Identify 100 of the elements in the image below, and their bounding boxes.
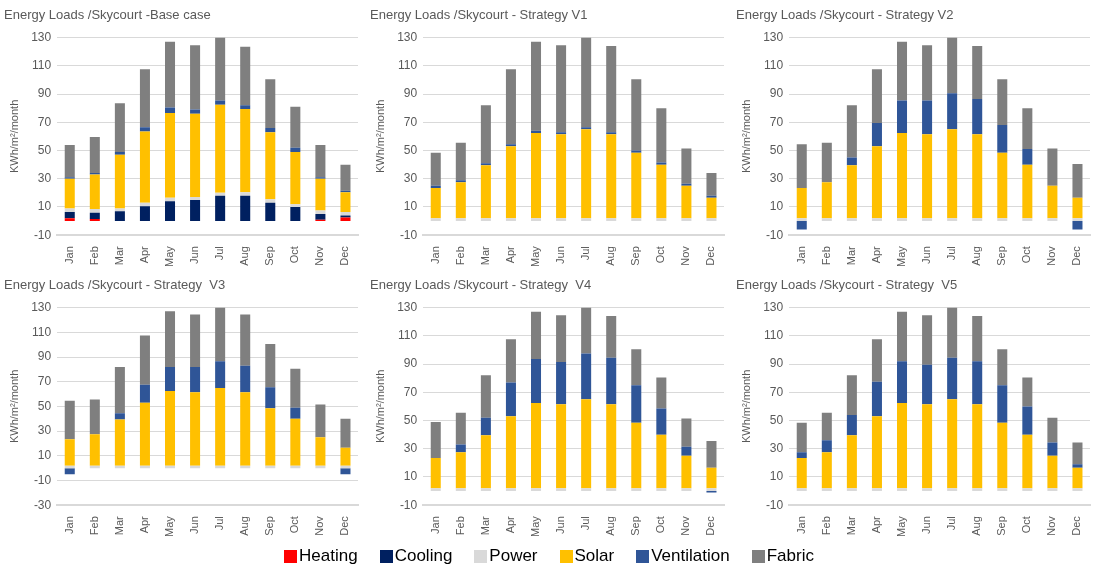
x-tick-label: Mar xyxy=(478,515,491,536)
bar xyxy=(581,488,592,492)
bar xyxy=(340,215,351,218)
bar xyxy=(64,211,75,219)
bar xyxy=(706,467,717,489)
y-axis-title: KWh/m²/month xyxy=(373,369,386,444)
x-tick-label: Aug xyxy=(604,246,617,266)
bar xyxy=(846,218,857,222)
bar xyxy=(89,212,100,219)
x-tick-label: Dec xyxy=(704,245,717,266)
bar xyxy=(972,488,983,492)
y-tick-label: 50 xyxy=(769,412,784,427)
x-tick-label: Oct xyxy=(288,516,301,534)
bar xyxy=(89,174,100,210)
bar xyxy=(706,197,717,219)
bar xyxy=(215,37,226,101)
bar xyxy=(706,218,717,222)
bar xyxy=(89,137,100,174)
x-tick-label: Mar xyxy=(844,245,857,266)
chart-title: Energy Loads /Skycourt -Base case xyxy=(4,7,211,23)
bar xyxy=(656,408,667,435)
bar xyxy=(581,399,592,489)
x-tick-label: May xyxy=(529,245,542,267)
y-tick-label: 70 xyxy=(769,114,784,129)
bar xyxy=(656,488,667,492)
bar xyxy=(455,218,466,222)
bar xyxy=(631,218,642,222)
bar xyxy=(480,218,491,222)
bar xyxy=(972,361,983,405)
bar xyxy=(215,100,226,105)
bar xyxy=(215,361,226,388)
bar xyxy=(871,218,882,222)
x-tick-label: Jul xyxy=(213,516,226,531)
y-tick-label: 10 xyxy=(403,199,418,214)
bar xyxy=(897,488,908,492)
x-tick-label: Aug xyxy=(970,246,983,266)
x-tick-label: Sep xyxy=(995,516,1008,536)
legend-label: Fabric xyxy=(766,546,814,566)
x-tick-label: Apr xyxy=(869,245,882,264)
bar xyxy=(265,79,276,128)
bar xyxy=(290,147,301,152)
chart-title: Energy Loads /Skycourt - Strategy V3 xyxy=(4,277,226,293)
x-tick-label: Mar xyxy=(844,515,857,536)
bar xyxy=(139,131,150,203)
bar xyxy=(215,387,226,466)
bar xyxy=(656,218,667,222)
y-tick-label: 50 xyxy=(403,412,418,427)
bar xyxy=(897,100,908,133)
x-tick-label: Sep xyxy=(263,516,276,536)
bar xyxy=(64,439,75,466)
bar xyxy=(897,311,908,362)
y-tick-label: 90 xyxy=(403,356,418,371)
bar xyxy=(455,180,466,183)
bar xyxy=(430,185,441,188)
bar xyxy=(1047,185,1058,219)
y-tick-label: 30 xyxy=(403,171,418,186)
bar xyxy=(505,69,516,145)
bar xyxy=(1072,197,1083,219)
bar xyxy=(972,404,983,489)
bar xyxy=(871,381,882,417)
x-tick-label: Sep xyxy=(263,246,276,266)
y-tick-label: 130 xyxy=(763,299,784,314)
y-tick-label: 70 xyxy=(403,114,418,129)
bar xyxy=(922,404,933,489)
bar xyxy=(796,488,807,492)
bar xyxy=(139,69,150,128)
bar xyxy=(581,218,592,222)
bar xyxy=(64,144,75,178)
bar xyxy=(480,417,491,436)
bar xyxy=(972,218,983,222)
y-tick-label: -10 xyxy=(33,472,52,487)
y-tick-label: 130 xyxy=(763,29,784,44)
bar xyxy=(656,434,667,489)
bar xyxy=(871,123,882,147)
bar xyxy=(505,144,516,147)
x-tick-label: Aug xyxy=(604,516,617,536)
x-tick-label: Oct xyxy=(1020,246,1033,264)
x-tick-label: Jan xyxy=(428,246,441,264)
bar xyxy=(821,412,832,441)
bar xyxy=(139,127,150,132)
bar xyxy=(631,488,642,492)
y-tick-label: 130 xyxy=(397,299,418,314)
bar xyxy=(796,221,807,230)
bar xyxy=(315,178,326,211)
bar xyxy=(972,134,983,219)
bar xyxy=(581,129,592,219)
y-tick-label: 10 xyxy=(403,469,418,484)
chart-title: Energy Loads /Skycourt - Strategy V1 xyxy=(370,7,588,23)
chart-title: Energy Loads /Skycourt - Strategy V4 xyxy=(370,277,592,293)
bar xyxy=(139,384,150,403)
bar xyxy=(606,404,617,489)
bar xyxy=(656,108,667,163)
bar xyxy=(706,173,717,196)
bar xyxy=(871,488,882,492)
x-tick-label: Nov xyxy=(679,515,692,536)
bar xyxy=(581,37,592,128)
bar xyxy=(480,163,491,166)
x-tick-label: Oct xyxy=(1020,516,1033,534)
bar xyxy=(455,444,466,453)
bar xyxy=(114,208,125,212)
